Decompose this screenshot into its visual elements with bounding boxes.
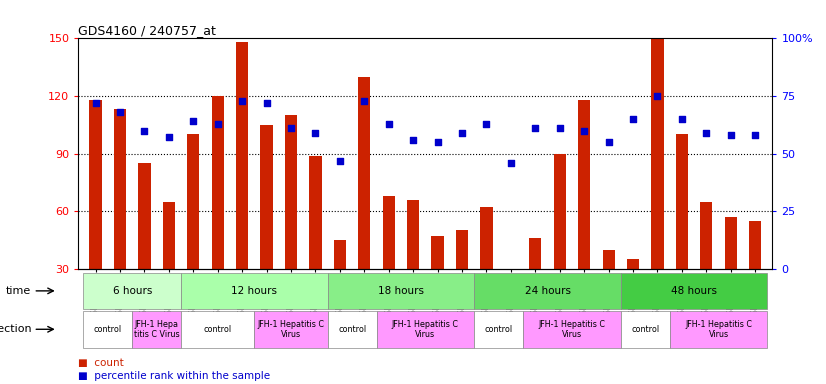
Bar (334, 240, 346, 326)
Text: control: control (631, 325, 659, 334)
Point (455, 130, 468, 136)
Bar (652, 38, 663, 326)
Bar (382, 196, 395, 326)
Point (406, 137, 420, 143)
Text: control: control (485, 325, 513, 334)
Bar (578, 100, 591, 326)
Bar (132, 311, 181, 348)
Text: ■  count: ■ count (78, 358, 124, 368)
Point (309, 130, 322, 136)
Text: infection: infection (0, 324, 31, 334)
Point (602, 139, 615, 145)
Bar (181, 273, 328, 309)
Bar (474, 273, 621, 309)
Bar (602, 250, 615, 326)
Bar (377, 311, 474, 348)
Bar (431, 236, 444, 326)
Text: control: control (93, 325, 122, 334)
Bar (621, 273, 767, 309)
Point (700, 130, 713, 136)
Point (431, 139, 444, 145)
Point (676, 116, 689, 122)
Text: JFH-1 Hepatitis C
Virus: JFH-1 Hepatitis C Virus (392, 320, 459, 339)
Point (358, 98, 371, 104)
Bar (481, 207, 492, 326)
Bar (407, 200, 420, 326)
Point (333, 157, 346, 164)
Text: JFH-1 Hepa
titis C Virus: JFH-1 Hepa titis C Virus (134, 320, 179, 339)
Bar (621, 311, 670, 348)
Bar (328, 273, 474, 309)
Point (553, 125, 567, 131)
Bar (505, 317, 517, 326)
Bar (138, 163, 150, 326)
Bar (724, 217, 737, 326)
Point (284, 125, 297, 131)
Bar (553, 154, 566, 326)
Point (89, 100, 102, 106)
Point (651, 93, 664, 99)
Point (138, 127, 151, 134)
Bar (358, 77, 370, 326)
Text: 24 hours: 24 hours (525, 286, 571, 296)
Text: control: control (204, 325, 232, 334)
Point (211, 121, 225, 127)
Bar (456, 230, 468, 326)
Text: JFH-1 Hepatitis C
Virus: JFH-1 Hepatitis C Virus (258, 320, 325, 339)
Point (113, 109, 126, 115)
Bar (181, 311, 254, 348)
Bar (676, 134, 688, 326)
Bar (285, 115, 297, 326)
Bar (236, 42, 249, 326)
Bar (89, 100, 102, 326)
Text: GDS4160 / 240757_at: GDS4160 / 240757_at (78, 24, 216, 37)
Bar (211, 96, 224, 326)
Point (235, 98, 249, 104)
Bar (188, 134, 199, 326)
Point (626, 116, 639, 122)
Point (748, 132, 762, 138)
Text: 6 hours: 6 hours (112, 286, 152, 296)
Text: 18 hours: 18 hours (378, 286, 424, 296)
Text: ■  percentile rank within the sample: ■ percentile rank within the sample (78, 371, 271, 381)
Bar (627, 259, 639, 326)
Bar (114, 109, 126, 326)
Bar (474, 311, 523, 348)
Point (162, 134, 175, 141)
Text: time: time (6, 286, 31, 296)
Text: JFH-1 Hepatitis C
Virus: JFH-1 Hepatitis C Virus (539, 320, 605, 339)
Point (480, 121, 493, 127)
Point (187, 118, 200, 124)
Bar (670, 311, 767, 348)
Bar (83, 273, 181, 309)
Point (382, 121, 396, 127)
Bar (700, 202, 713, 326)
Text: 48 hours: 48 hours (672, 286, 717, 296)
Bar (83, 311, 132, 348)
Bar (310, 156, 321, 326)
Text: 12 hours: 12 hours (231, 286, 278, 296)
Bar (529, 238, 541, 326)
Point (260, 100, 273, 106)
Bar (163, 202, 175, 326)
Bar (328, 311, 377, 348)
Bar (523, 311, 621, 348)
Bar (254, 311, 328, 348)
Point (529, 125, 542, 131)
Bar (749, 221, 762, 326)
Bar (260, 125, 273, 326)
Point (505, 160, 518, 166)
Text: JFH-1 Hepatitis C
Virus: JFH-1 Hepatitis C Virus (685, 320, 752, 339)
Point (577, 127, 591, 134)
Point (724, 132, 738, 138)
Text: control: control (338, 325, 366, 334)
